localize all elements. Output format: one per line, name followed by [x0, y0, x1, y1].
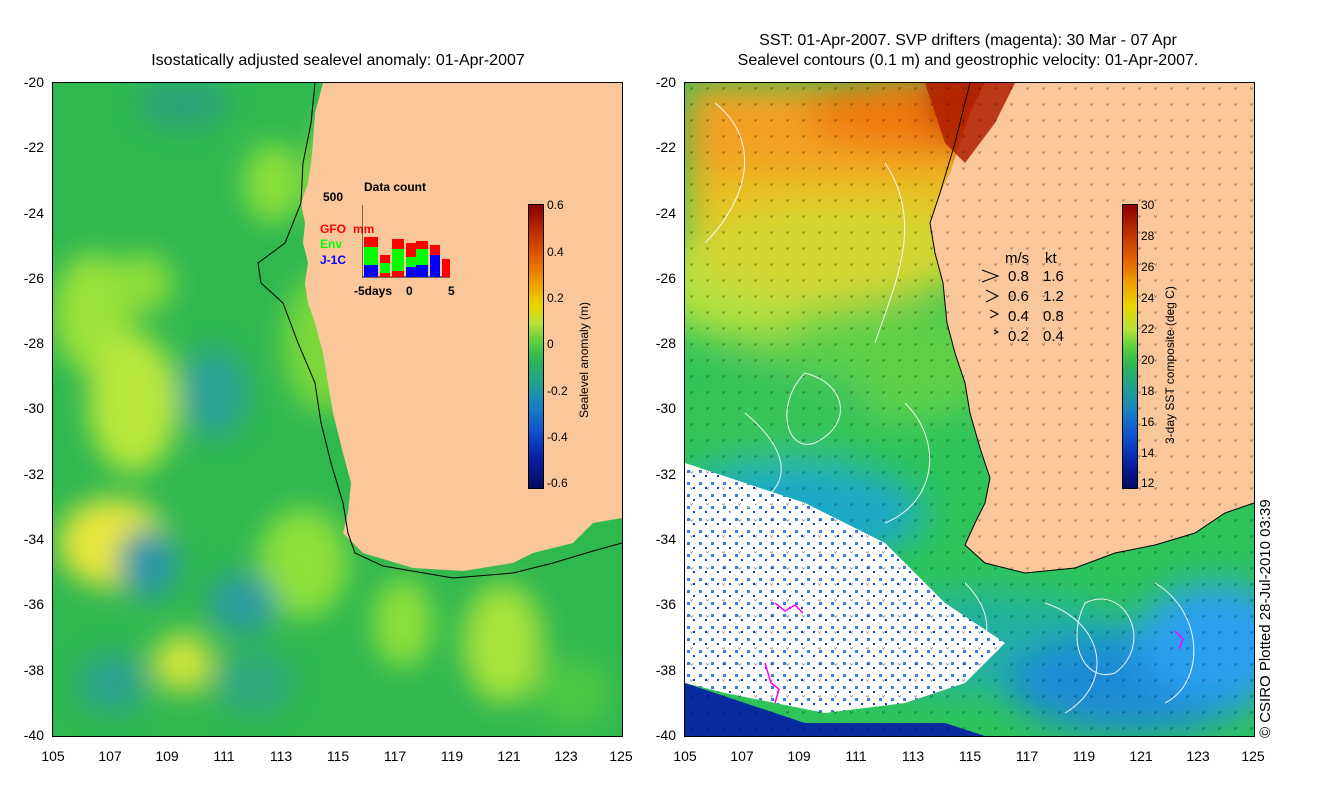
velocity-legend-kt: 0.4 [1043, 328, 1064, 345]
left-y-tick: -28 [23, 335, 44, 351]
copyright-notice: © CSIRO Plotted 28-Jul-2010 03:39 [1257, 499, 1274, 738]
velocity-legend-ms: 0.2 [1008, 328, 1029, 345]
left-y-tick: -40 [23, 727, 44, 743]
sst-field: ˅ [685, 83, 1254, 736]
right-map-title-line1: SST: 01-Apr-2007. SVP drifters (magenta)… [759, 32, 1177, 49]
right-colorbar-tick: 20 [1141, 353, 1155, 367]
left-y-tick: -20 [23, 74, 44, 90]
right-y-tick: -30 [655, 400, 676, 416]
inset-title: Data count [364, 180, 427, 194]
left-x-tick: 119 [440, 748, 464, 764]
right-colorbar-tick: 14 [1141, 446, 1155, 460]
left-x-tick: 109 [155, 748, 179, 764]
right-y-tick: -22 [655, 139, 676, 155]
velocity-legend-ms: 0.6 [1008, 288, 1029, 305]
right-y-tick: -40 [655, 727, 676, 743]
left-y-tick: -26 [23, 270, 44, 286]
right-y-tick: -38 [655, 662, 676, 678]
right-y-tick: -32 [655, 466, 676, 482]
right-x-tick: 115 [958, 748, 982, 764]
velocity-legend-kt: 1.6 [1043, 268, 1064, 285]
right-colorbar-tick: 26 [1141, 260, 1155, 274]
inset-max-label: 500 [323, 190, 344, 204]
right-colorbar-tick: 12 [1141, 476, 1155, 490]
left-x-tick: 115 [326, 748, 350, 764]
right-colorbar-tick: 30 [1141, 198, 1155, 212]
left-y-tick: -36 [23, 596, 44, 612]
inset-series-gfo: GFO [320, 222, 346, 236]
right-map-title-line2: Sealevel contours (0.1 m) and geostrophi… [737, 52, 1199, 69]
right-y-tick: -26 [655, 270, 676, 286]
left-colorbar-tick: 0.4 [547, 245, 564, 259]
right-map-plot: ˅ [684, 82, 1255, 737]
right-x-tick: 119 [1072, 748, 1096, 764]
right-x-tick: 113 [901, 748, 925, 764]
left-x-tick: 117 [383, 748, 407, 764]
left-colorbar-tick: -0.2 [547, 384, 568, 398]
right-colorbar-tick: 16 [1141, 415, 1155, 429]
velocity-legend-header-ms: m/s [1005, 250, 1030, 267]
left-x-tick: 111 [213, 748, 235, 764]
left-colorbar-tick: 0.6 [547, 198, 564, 212]
inset-x-label-mid: 0 [406, 284, 413, 298]
right-y-tick: -36 [655, 596, 676, 612]
left-colorbar-tick: 0.2 [547, 291, 564, 305]
left-y-tick: -24 [23, 205, 44, 221]
left-colorbar-tick: 0 [547, 337, 554, 351]
left-x-tick: 105 [41, 748, 65, 764]
right-x-tick: 117 [1015, 748, 1039, 764]
inset-extra-label: mm [353, 222, 375, 236]
right-x-tick: 107 [730, 748, 754, 764]
right-y-tick: -20 [655, 74, 676, 90]
left-colorbar [528, 204, 544, 489]
right-colorbar-tick: 28 [1141, 229, 1155, 243]
right-colorbar-title: 3-day SST composite (deg C) [1163, 286, 1177, 444]
left-colorbar-title: Sealevel anomaly (m) [577, 301, 591, 418]
left-map-title: Isostatically adjusted sealevel anomaly:… [151, 52, 525, 69]
right-y-tick: -24 [655, 205, 676, 221]
inset-x-label-end: 5 [448, 284, 455, 298]
right-x-tick: 109 [787, 748, 811, 764]
velocity-legend-ms: 0.8 [1008, 268, 1029, 285]
left-map-plot [52, 82, 623, 737]
left-colorbar-tick: -0.4 [547, 430, 568, 444]
left-x-tick: 113 [269, 748, 293, 764]
left-y-tick: -34 [23, 531, 44, 547]
left-colorbar-tick: -0.6 [547, 476, 568, 490]
velocity-arrows-icon [981, 269, 1000, 335]
right-colorbar-tick: 24 [1141, 291, 1155, 305]
right-x-tick: 105 [673, 748, 697, 764]
right-colorbar-tick: 18 [1141, 384, 1155, 398]
inset-series-env: Env [320, 237, 343, 251]
right-x-tick: 121 [1129, 748, 1153, 764]
inset-bars [362, 205, 450, 278]
inset-x-label-start: -5days [354, 284, 393, 298]
right-x-tick: 111 [845, 748, 867, 764]
right-x-tick: 123 [1186, 748, 1210, 764]
right-colorbar [1122, 204, 1138, 489]
left-x-tick: 123 [554, 748, 578, 764]
velocity-legend-kt: 1.2 [1043, 288, 1064, 305]
left-x-tick: 125 [609, 748, 633, 764]
left-y-tick: -32 [23, 466, 44, 482]
left-y-tick: -38 [23, 662, 44, 678]
left-y-tick: -30 [23, 400, 44, 416]
velocity-legend-ms: 0.4 [1008, 308, 1029, 325]
right-y-tick: -28 [655, 335, 676, 351]
right-y-tick: -34 [655, 531, 676, 547]
velocity-legend-header-kt: kt [1045, 250, 1057, 267]
right-colorbar-tick: 22 [1141, 322, 1155, 336]
inset-series-j1c: J-1C [320, 253, 347, 267]
velocity-legend-kt: 0.8 [1043, 308, 1064, 325]
left-x-tick: 107 [98, 748, 122, 764]
sealevel-anomaly-field [53, 83, 622, 736]
right-x-tick: 125 [1241, 748, 1265, 764]
left-y-tick: -22 [23, 139, 44, 155]
left-x-tick: 121 [497, 748, 521, 764]
